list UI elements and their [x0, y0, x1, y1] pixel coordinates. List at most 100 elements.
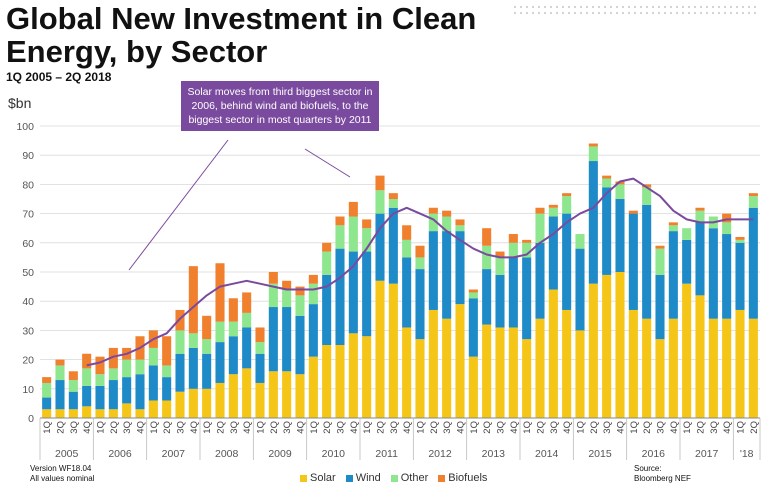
- bar-biofuels: [282, 280, 292, 290]
- bar-other: [82, 368, 92, 386]
- bar-other: [55, 365, 65, 381]
- x-tick-label: 2Q: [696, 421, 707, 434]
- x-tick-label: 2Q: [109, 421, 120, 434]
- x-tick-label: 3Q: [656, 421, 667, 434]
- bar-other: [68, 380, 78, 392]
- bar-solar: [188, 388, 198, 418]
- bar-other: [522, 242, 532, 258]
- y-tick-label: 50: [22, 267, 34, 279]
- legend-item-other: Other: [390, 472, 428, 484]
- bar-solar: [95, 409, 105, 418]
- bar-solar: [575, 330, 585, 418]
- callout-arrow-right: [304, 148, 351, 178]
- bar-solar: [228, 374, 238, 418]
- bar-wind: [68, 391, 78, 410]
- bar-wind: [122, 377, 132, 404]
- bar-solar: [175, 391, 185, 418]
- bar-wind: [442, 231, 452, 319]
- year-label: '18: [740, 448, 754, 460]
- x-tick-label: 4Q: [456, 421, 467, 434]
- bar-other: [268, 283, 278, 308]
- bar-other: [375, 190, 385, 214]
- x-tick-label: 1Q: [362, 421, 373, 434]
- chart-subtitle: 1Q 2005 – 2Q 2018: [6, 70, 112, 84]
- decorative-dot-pattern: [512, 4, 760, 16]
- bar-other: [335, 225, 345, 249]
- bar-wind: [255, 353, 265, 383]
- bar-other: [735, 239, 745, 243]
- bar-wind: [322, 274, 332, 345]
- bar-solar: [68, 409, 78, 418]
- bar-solar: [615, 272, 625, 418]
- bar-biofuels: [642, 184, 652, 188]
- legend-item-solar: Solar: [300, 472, 336, 484]
- year-label: 2005: [55, 448, 79, 460]
- x-tick-label: 4Q: [296, 421, 307, 434]
- x-tick-label: 1Q: [256, 421, 267, 434]
- bar-wind: [135, 374, 145, 410]
- year-label: 2009: [268, 448, 292, 460]
- bar-other: [615, 184, 625, 199]
- bar-other: [562, 196, 572, 214]
- bar-other: [322, 251, 332, 275]
- bar-wind: [548, 216, 558, 290]
- bar-wind: [295, 315, 305, 375]
- bar-biofuels: [548, 204, 558, 208]
- bar-biofuels: [748, 193, 758, 197]
- bar-other: [468, 292, 478, 299]
- bar-wind: [455, 231, 465, 305]
- bars: [42, 143, 758, 418]
- bar-wind: [42, 397, 52, 410]
- bar-biofuels: [68, 371, 78, 381]
- x-tick-label: 2Q: [269, 421, 280, 434]
- bar-wind: [228, 336, 238, 375]
- bar-solar: [428, 309, 438, 418]
- bar-biofuels: [695, 207, 705, 211]
- y-tick-label: 40: [22, 296, 34, 308]
- bar-biofuels: [735, 236, 745, 240]
- y-tick-label: 20: [22, 355, 34, 367]
- x-tick-label: 1Q: [149, 421, 160, 434]
- gridlines: [40, 125, 760, 419]
- bar-other: [535, 213, 545, 243]
- bar-wind: [735, 242, 745, 310]
- x-tick-label: 1Q: [682, 421, 693, 434]
- bar-other: [188, 333, 198, 348]
- x-tick-label: 2Q: [749, 421, 760, 434]
- trend-line-group: [86, 177, 754, 367]
- bar-wind: [655, 274, 665, 340]
- bar-solar: [148, 400, 158, 418]
- bar-other: [668, 225, 678, 232]
- x-tick-label: 3Q: [69, 421, 80, 434]
- y-tick-label: 90: [22, 150, 34, 162]
- bar-wind: [202, 353, 212, 389]
- bar-solar: [468, 356, 478, 418]
- source-label: Source:: [634, 464, 662, 473]
- legend-label-solar: Solar: [310, 472, 336, 484]
- bar-other: [362, 228, 372, 252]
- bar-biofuels: [562, 193, 572, 197]
- bar-other: [428, 213, 438, 232]
- legend-swatch-other: [390, 474, 398, 482]
- bar-other: [282, 289, 292, 308]
- bar-wind: [602, 187, 612, 275]
- legend-swatch-wind: [345, 474, 353, 482]
- bar-biofuels: [415, 245, 425, 258]
- bar-solar: [202, 388, 212, 418]
- bar-other: [495, 257, 505, 275]
- bar-solar: [668, 318, 678, 418]
- x-tick-label: 2Q: [216, 421, 227, 434]
- bar-solar: [482, 324, 492, 418]
- y-tick-label: 0: [28, 413, 34, 425]
- bar-biofuels: [242, 292, 252, 313]
- bar-wind: [175, 353, 185, 392]
- x-tick-label: 4Q: [402, 421, 413, 434]
- y-tick-label: 60: [22, 238, 34, 250]
- y-tick-label: 80: [22, 179, 34, 191]
- bar-wind: [242, 327, 252, 369]
- y-tick-label: 100: [16, 121, 34, 133]
- bar-wind: [575, 248, 585, 331]
- bar-solar: [55, 409, 65, 418]
- bar-solar: [295, 374, 305, 418]
- legend-label-wind: Wind: [355, 472, 381, 484]
